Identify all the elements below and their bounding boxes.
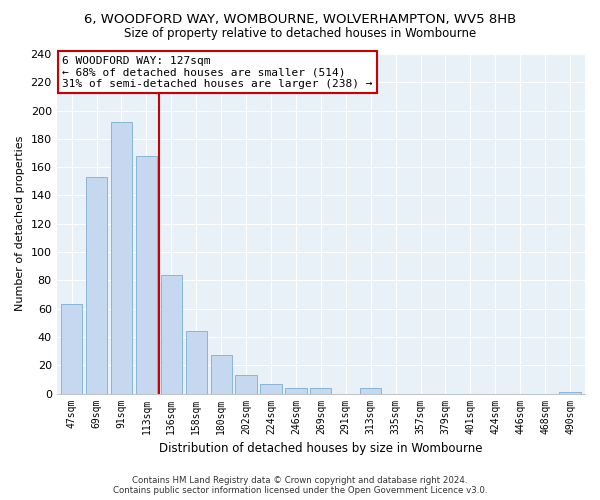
Text: Size of property relative to detached houses in Wombourne: Size of property relative to detached ho… xyxy=(124,28,476,40)
Text: Contains HM Land Registry data © Crown copyright and database right 2024.
Contai: Contains HM Land Registry data © Crown c… xyxy=(113,476,487,495)
Bar xyxy=(161,274,182,394)
Bar xyxy=(61,304,82,394)
Bar xyxy=(235,375,257,394)
Bar xyxy=(286,388,307,394)
Bar xyxy=(185,332,207,394)
Text: 6, WOODFORD WAY, WOMBOURNE, WOLVERHAMPTON, WV5 8HB: 6, WOODFORD WAY, WOMBOURNE, WOLVERHAMPTO… xyxy=(84,12,516,26)
X-axis label: Distribution of detached houses by size in Wombourne: Distribution of detached houses by size … xyxy=(159,442,482,455)
Bar xyxy=(111,122,132,394)
Y-axis label: Number of detached properties: Number of detached properties xyxy=(15,136,25,312)
Bar xyxy=(260,384,281,394)
Bar xyxy=(360,388,381,394)
Bar xyxy=(86,177,107,394)
Bar xyxy=(211,356,232,394)
Bar xyxy=(136,156,157,394)
Bar xyxy=(559,392,581,394)
Text: 6 WOODFORD WAY: 127sqm
← 68% of detached houses are smaller (514)
31% of semi-de: 6 WOODFORD WAY: 127sqm ← 68% of detached… xyxy=(62,56,373,89)
Bar xyxy=(310,388,331,394)
